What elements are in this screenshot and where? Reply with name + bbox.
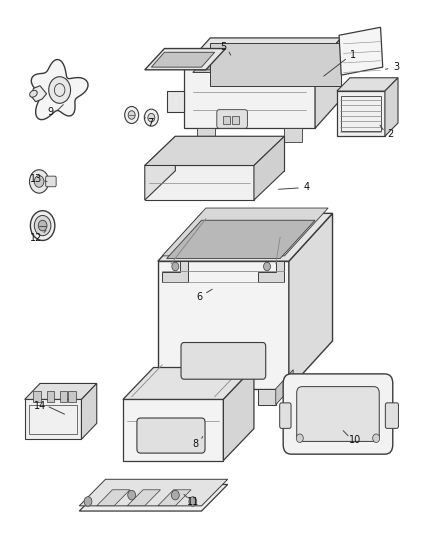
Polygon shape — [79, 484, 228, 511]
Circle shape — [128, 111, 135, 119]
Polygon shape — [223, 368, 254, 461]
Polygon shape — [193, 54, 263, 72]
FancyBboxPatch shape — [280, 403, 291, 429]
Polygon shape — [162, 261, 188, 282]
Polygon shape — [127, 490, 160, 506]
Polygon shape — [258, 261, 285, 282]
Bar — [29, 405, 77, 434]
Polygon shape — [258, 56, 315, 70]
FancyBboxPatch shape — [283, 374, 393, 454]
Polygon shape — [25, 399, 81, 439]
Polygon shape — [254, 54, 324, 72]
Text: 10: 10 — [349, 435, 361, 446]
Polygon shape — [315, 38, 341, 128]
FancyBboxPatch shape — [181, 343, 266, 379]
FancyBboxPatch shape — [385, 403, 399, 429]
FancyBboxPatch shape — [46, 176, 56, 187]
Circle shape — [29, 169, 49, 193]
Polygon shape — [171, 389, 188, 405]
Polygon shape — [289, 213, 332, 389]
Polygon shape — [210, 43, 341, 86]
Text: 2: 2 — [388, 128, 394, 139]
Polygon shape — [175, 136, 285, 171]
Polygon shape — [31, 60, 88, 119]
FancyBboxPatch shape — [297, 386, 379, 441]
Circle shape — [34, 215, 51, 236]
Bar — [46, 391, 54, 402]
Text: 4: 4 — [303, 182, 309, 192]
Text: 5: 5 — [220, 43, 226, 52]
Polygon shape — [276, 369, 293, 405]
Text: 13: 13 — [30, 174, 42, 184]
Polygon shape — [188, 369, 206, 405]
Polygon shape — [151, 52, 215, 67]
Circle shape — [128, 490, 136, 500]
Circle shape — [125, 107, 139, 124]
Polygon shape — [81, 383, 97, 439]
Polygon shape — [285, 128, 302, 142]
Polygon shape — [123, 368, 254, 399]
Polygon shape — [123, 399, 223, 461]
Polygon shape — [145, 136, 175, 200]
Polygon shape — [232, 369, 250, 405]
Polygon shape — [79, 479, 228, 506]
Ellipse shape — [30, 90, 37, 97]
Text: 7: 7 — [147, 118, 154, 128]
FancyBboxPatch shape — [137, 418, 205, 453]
Polygon shape — [166, 91, 184, 112]
Circle shape — [373, 434, 380, 442]
Circle shape — [84, 497, 92, 506]
Polygon shape — [337, 91, 385, 136]
Circle shape — [38, 220, 47, 231]
Text: 1: 1 — [350, 50, 357, 60]
Circle shape — [172, 262, 179, 271]
Text: 9: 9 — [47, 107, 53, 117]
Polygon shape — [197, 56, 254, 70]
Text: 14: 14 — [34, 401, 46, 411]
Bar — [232, 116, 239, 124]
Circle shape — [264, 262, 271, 271]
Bar — [60, 391, 67, 402]
Bar — [68, 391, 76, 402]
Polygon shape — [215, 389, 232, 405]
Polygon shape — [339, 27, 383, 75]
Circle shape — [30, 211, 55, 240]
Text: 12: 12 — [30, 233, 42, 244]
Polygon shape — [25, 383, 97, 399]
Polygon shape — [145, 165, 254, 200]
Text: 6: 6 — [196, 292, 202, 302]
Circle shape — [49, 77, 71, 103]
Text: 11: 11 — [187, 497, 199, 507]
Polygon shape — [197, 128, 215, 142]
Circle shape — [189, 497, 197, 506]
Polygon shape — [254, 136, 285, 200]
FancyBboxPatch shape — [217, 110, 247, 128]
Bar — [33, 391, 41, 402]
Polygon shape — [145, 136, 285, 165]
Polygon shape — [158, 261, 289, 389]
Polygon shape — [166, 220, 315, 259]
Polygon shape — [258, 389, 276, 405]
Circle shape — [145, 109, 158, 126]
Polygon shape — [337, 78, 398, 91]
Text: 3: 3 — [394, 62, 400, 71]
Polygon shape — [158, 213, 332, 261]
Polygon shape — [158, 490, 191, 506]
Circle shape — [34, 175, 44, 187]
Polygon shape — [162, 208, 328, 256]
Circle shape — [171, 490, 179, 500]
Polygon shape — [145, 49, 226, 70]
Polygon shape — [184, 67, 315, 128]
Polygon shape — [184, 38, 341, 67]
Polygon shape — [97, 490, 130, 506]
Text: 8: 8 — [193, 439, 199, 449]
Polygon shape — [385, 78, 398, 136]
Circle shape — [148, 114, 155, 122]
Bar — [223, 116, 230, 124]
Circle shape — [296, 434, 303, 442]
Polygon shape — [31, 86, 46, 102]
